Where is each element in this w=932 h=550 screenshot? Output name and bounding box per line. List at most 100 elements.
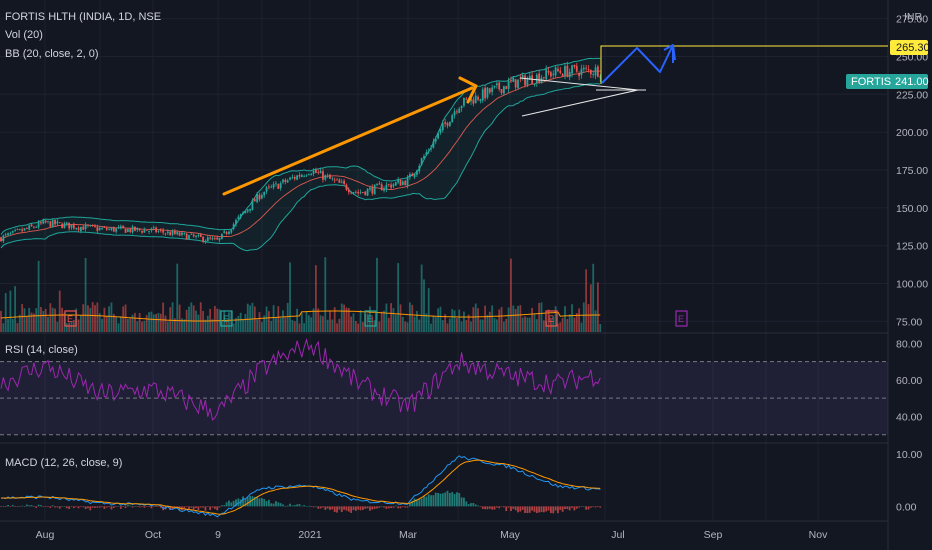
macd-histogram-bar: [221, 505, 223, 507]
candle-body: [258, 194, 261, 200]
earnings-marker[interactable]: [364, 310, 377, 327]
volume-bar: [303, 323, 306, 332]
volume-bar: [397, 263, 400, 332]
macd-histogram-bar: [404, 506, 407, 508]
macd-histogram-bar: [557, 506, 559, 514]
candle-body: [491, 87, 494, 93]
volume-bar: [166, 321, 169, 332]
volume-bar: [420, 264, 423, 332]
macd-histogram-bar: [152, 506, 155, 507]
candle-body: [514, 79, 517, 88]
macd-histogram-bar: [188, 506, 190, 510]
macd-line: [0, 455, 601, 518]
volume-bar: [152, 314, 155, 332]
macd-histogram-bar: [56, 506, 59, 508]
earnings-marker[interactable]: [545, 310, 558, 327]
volume-bar: [176, 263, 179, 332]
volume-bar: [571, 304, 573, 332]
candle-body: [122, 225, 125, 229]
volume-bar: [514, 309, 517, 332]
volume-bar: [481, 319, 484, 332]
candle-body: [176, 231, 179, 235]
macd-histogram-bar: [503, 506, 505, 508]
macd-histogram-bar: [7, 505, 9, 507]
macd-histogram-bar: [98, 506, 101, 508]
macd-histogram-bar: [484, 506, 486, 510]
macd-histogram-bar: [394, 505, 397, 507]
time-tick-label: Mar: [399, 529, 418, 541]
trend-arrow-line[interactable]: [222, 86, 474, 196]
candle-body: [383, 188, 385, 191]
volume-bar: [575, 313, 578, 332]
volume-legend: Vol (20): [5, 29, 43, 41]
macd-histogram-bar: [597, 506, 599, 507]
candle-body: [232, 224, 235, 230]
volume-bar: [441, 320, 444, 332]
volume-bar: [354, 321, 357, 332]
candle-body: [542, 77, 545, 78]
target-line[interactable]: [600, 45, 888, 84]
macd-histogram-bar: [211, 506, 214, 508]
volume-bar: [333, 307, 336, 332]
earnings-marker-label: E: [367, 314, 373, 324]
volume-bar: [406, 322, 409, 332]
macd-histogram-bar: [11, 504, 14, 507]
volume-bar: [159, 313, 162, 332]
drawings[interactable]: [222, 44, 888, 196]
candle-body: [310, 174, 313, 176]
bb-fill: [1, 58, 601, 251]
earnings-marker[interactable]: [64, 310, 77, 327]
trend-arrow-head[interactable]: [458, 76, 478, 104]
volume-bar: [307, 315, 310, 332]
macd-histogram-bar: [458, 492, 461, 507]
candle-body: [84, 224, 87, 230]
rsi-line: [0, 337, 601, 421]
candles[interactable]: [0, 61, 602, 244]
macd-histogram-bar: [592, 506, 595, 507]
candle-body: [11, 230, 14, 233]
macd-histogram-bar: [223, 505, 226, 507]
macd-histogram-bar: [263, 499, 266, 507]
candle-body: [453, 111, 456, 116]
macd-histogram-bar: [552, 506, 555, 514]
volume-bar: [317, 308, 320, 332]
macd-histogram-bar: [143, 506, 146, 508]
volume-bar: [235, 318, 237, 332]
volume-bar: [141, 321, 143, 332]
macd-histogram-bar: [470, 503, 472, 507]
macd-histogram-bar: [310, 506, 313, 507]
volume-bar: [413, 316, 416, 332]
macd-histogram-bar: [204, 506, 207, 511]
candle-body: [406, 177, 409, 187]
projection-path[interactable]: [601, 46, 673, 84]
macd-histogram-bar: [397, 506, 400, 509]
candle-body: [246, 209, 249, 212]
candle-body: [524, 75, 526, 86]
macd-histogram-bar: [385, 506, 388, 509]
projection-arrow-head[interactable]: [663, 44, 676, 61]
volume-bar: [0, 310, 2, 332]
volume-bar: [582, 302, 585, 332]
candle-body: [7, 233, 9, 235]
macd-histogram-bar: [564, 506, 566, 509]
macd-histogram-bar: [192, 506, 195, 510]
volume-bar: [124, 304, 127, 332]
macd-histogram-bar: [279, 503, 282, 507]
candle-body: [423, 155, 425, 159]
volume-bar: [535, 319, 538, 332]
earnings-marker[interactable]: [220, 310, 233, 327]
candle-body: [587, 68, 590, 70]
volume-bar: [362, 321, 364, 332]
macd-histogram-bar: [542, 506, 545, 513]
macd-histogram-bar: [399, 506, 402, 509]
candle-body: [409, 174, 411, 178]
earnings-marker[interactable]: [675, 310, 688, 327]
volume-bar: [493, 317, 496, 332]
volume-bar: [58, 290, 61, 332]
candle-body: [289, 177, 291, 180]
macd-histogram-bar: [329, 506, 331, 510]
macd-histogram-bar: [578, 506, 580, 508]
candle-body: [82, 226, 85, 230]
